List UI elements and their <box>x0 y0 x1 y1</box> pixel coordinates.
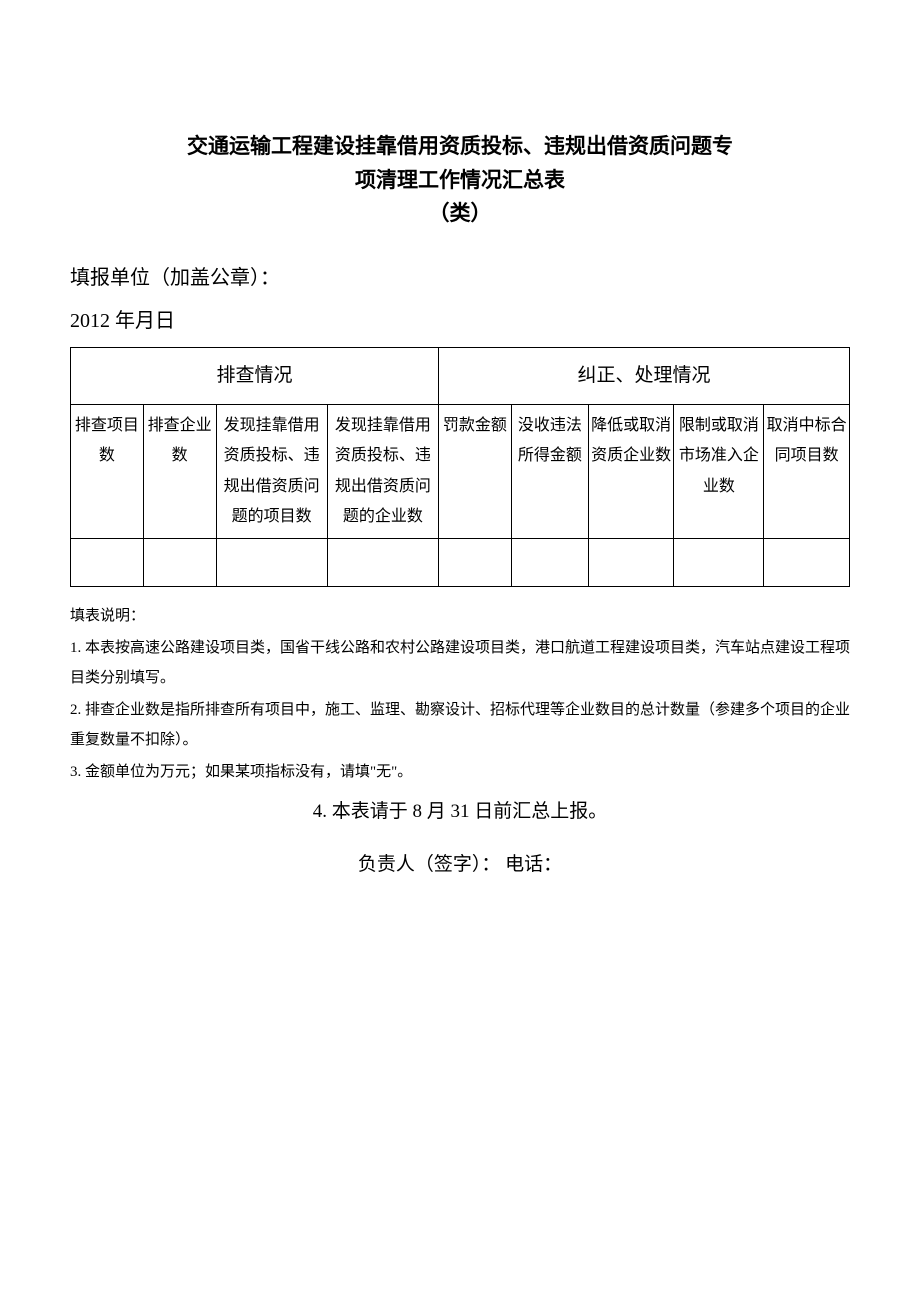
table-row <box>71 539 850 587</box>
table-cell <box>764 539 850 587</box>
group-header-inspect: 排查情况 <box>71 347 439 404</box>
document-title: 交通运输工程建设挂靠借用资质投标、违规出借资质问题专 项清理工作情况汇总表 （类… <box>70 130 850 231</box>
column-header: 排查企业数 <box>143 404 216 539</box>
title-line-3: （类） <box>70 197 850 231</box>
group-header-correct: 纠正、处理情况 <box>439 347 850 404</box>
note-item-4: 4. 本表请于 8 月 31 日前汇总上报。 <box>70 793 850 831</box>
column-header: 降低或取消资质企业数 <box>588 404 674 539</box>
summary-table: 排查情况 纠正、处理情况 排查项目数排查企业数发现挂靠借用资质投标、违规出借资质… <box>70 347 850 588</box>
filing-unit-label: 填报单位（加盖公章）： <box>70 261 850 290</box>
table-cell <box>588 539 674 587</box>
table-cell <box>439 539 512 587</box>
column-header: 发现挂靠借用资质投标、违规出借资质问题的企业数 <box>327 404 438 539</box>
table-cell <box>71 539 144 587</box>
group-header-row: 排查情况 纠正、处理情况 <box>71 347 850 404</box>
note-item: 1. 本表按高速公路建设项目类，国省干线公路和农村公路建设项目类，港口航道工程建… <box>70 633 850 693</box>
table-cell <box>674 539 764 587</box>
title-line-1: 交通运输工程建设挂靠借用资质投标、违规出借资质问题专 <box>70 130 850 164</box>
column-header: 限制或取消市场准入企业数 <box>674 404 764 539</box>
date-line: 2012 年月日 <box>70 304 850 333</box>
column-header: 罚款金额 <box>439 404 512 539</box>
notes-section: 填表说明： 1. 本表按高速公路建设项目类，国省干线公路和农村公路建设项目类，港… <box>70 601 850 831</box>
column-header: 取消中标合同项目数 <box>764 404 850 539</box>
table-cell <box>511 539 588 587</box>
note-item: 3. 金额单位为万元；如果某项指标没有，请填"无"。 <box>70 757 850 787</box>
column-header: 没收违法所得金额 <box>511 404 588 539</box>
table-cell <box>216 539 327 587</box>
notes-label: 填表说明： <box>70 601 850 631</box>
table-cell <box>143 539 216 587</box>
column-header: 排查项目数 <box>71 404 144 539</box>
note-item: 2. 排查企业数是指所排查所有项目中，施工、监理、勘察设计、招标代理等企业数目的… <box>70 695 850 755</box>
column-header: 发现挂靠借用资质投标、违规出借资质问题的项目数 <box>216 404 327 539</box>
table-cell <box>327 539 438 587</box>
title-line-2: 项清理工作情况汇总表 <box>70 164 850 198</box>
column-header-row: 排查项目数排查企业数发现挂靠借用资质投标、违规出借资质问题的项目数发现挂靠借用资… <box>71 404 850 539</box>
signature-line: 负责人（签字）： 电话： <box>70 849 850 876</box>
